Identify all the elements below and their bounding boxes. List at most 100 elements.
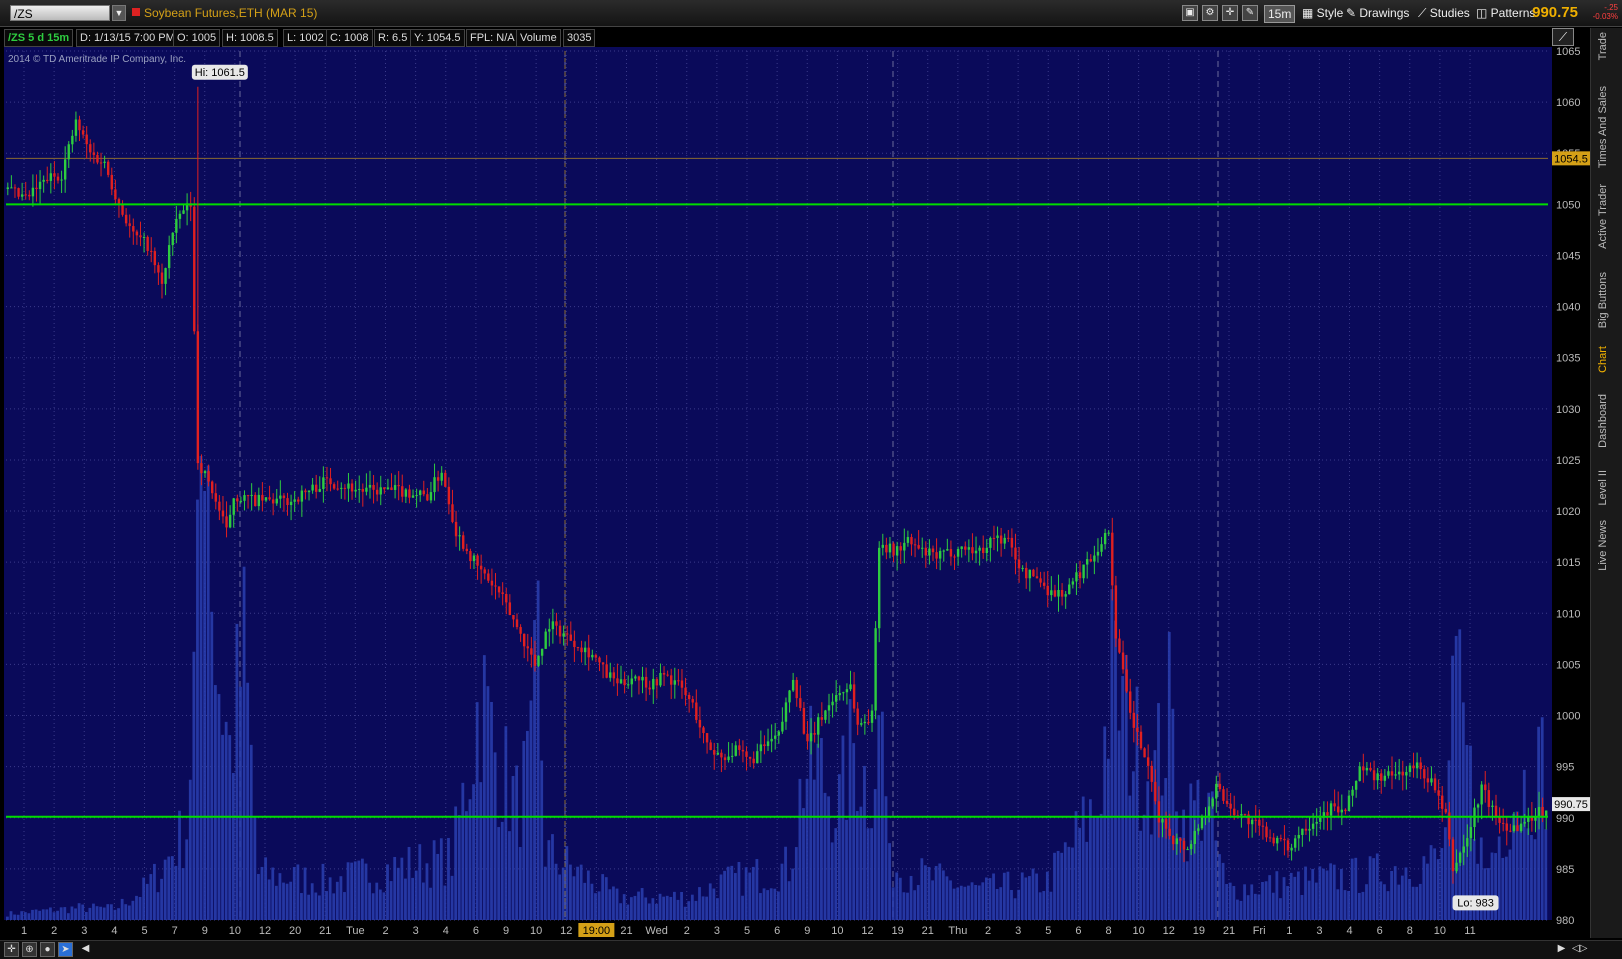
volume-bar: [56, 910, 59, 920]
tab-level-ii[interactable]: Level II: [1597, 470, 1609, 506]
volume-bar: [23, 912, 27, 920]
candle-body: [1311, 823, 1315, 829]
candle-body: [777, 731, 780, 736]
symbol-dropdown-icon[interactable]: ▼: [112, 5, 126, 21]
volume-bar: [418, 844, 422, 920]
tab-live-news[interactable]: Live News: [1597, 520, 1609, 571]
candle-body: [967, 547, 971, 550]
patterns-button[interactable]: ◫ Patterns: [1476, 6, 1536, 20]
volume-bar: [604, 877, 608, 920]
volume-bar: [1533, 839, 1537, 920]
volume-bar: [1253, 893, 1257, 920]
scroll-right-icon[interactable]: ▶: [1557, 943, 1566, 954]
volume-bar: [1264, 881, 1268, 920]
volume-bar: [170, 856, 174, 920]
x-tick-label: Tue: [346, 925, 365, 937]
volume-bar: [891, 887, 895, 920]
volume-bar: [497, 827, 501, 920]
x-tick-label: 5: [744, 925, 750, 937]
x-tick-label: 21: [620, 925, 632, 937]
volume-bar: [665, 895, 669, 920]
candle-body: [56, 176, 60, 181]
tab-big-buttons[interactable]: Big Buttons: [1597, 272, 1609, 329]
expand-icon[interactable]: ◁▷: [1572, 943, 1588, 954]
volume-bar: [1487, 868, 1490, 920]
y-tick-label: 1020: [1556, 506, 1580, 518]
volume-bar: [482, 655, 486, 920]
volume-bar: [1085, 841, 1089, 920]
volume-bar: [1149, 834, 1153, 920]
candle-body: [1089, 559, 1092, 562]
volume-bar: [794, 847, 798, 920]
studies-button[interactable]: ⟋ Studies: [1418, 6, 1470, 20]
tab-active-trader[interactable]: Active Trader: [1597, 184, 1609, 249]
chart-tools-icon[interactable]: ⟋: [1552, 28, 1574, 46]
volume-bar: [927, 866, 931, 920]
volume-bar: [447, 837, 450, 920]
candle-body: [1154, 781, 1157, 802]
candle-body: [236, 498, 239, 502]
volume-bar: [543, 866, 547, 920]
zoom-icon[interactable]: ⊕: [22, 942, 37, 957]
timeframe-button[interactable]: 15m: [1264, 5, 1296, 23]
crosshair-icon[interactable]: ✛: [1222, 5, 1238, 21]
price-chart[interactable]: 1065106010551050104510401035103010251020…: [0, 47, 1590, 940]
candle-body: [874, 628, 877, 711]
volume-bar: [310, 883, 314, 920]
volume-bar: [203, 490, 207, 920]
candle-body: [1096, 551, 1100, 556]
wrench-icon[interactable]: ✎: [1242, 5, 1258, 21]
candle-body: [436, 477, 440, 481]
volume-bar: [368, 882, 371, 920]
tab-chart[interactable]: Chart: [1597, 346, 1609, 373]
volume-bar: [257, 874, 260, 920]
candle-body: [1075, 572, 1078, 582]
volume-bar: [1232, 885, 1236, 920]
volume-bar: [719, 874, 723, 920]
candle-body: [938, 550, 942, 559]
tab-trade[interactable]: Trade: [1597, 32, 1609, 61]
screenshot-icon[interactable]: ▣: [1182, 5, 1198, 21]
candle-body: [13, 187, 17, 189]
x-tick-label: 12: [259, 925, 271, 937]
candle-body: [820, 717, 824, 720]
candle-body: [74, 119, 78, 136]
candle-body: [271, 499, 275, 504]
flag-icon[interactable]: [132, 8, 140, 16]
candle-body: [1494, 805, 1498, 818]
symbol-input[interactable]: /ZS: [10, 5, 110, 21]
candle-body: [774, 735, 777, 739]
volume-bar: [167, 856, 171, 920]
magnifier-icon[interactable]: ●: [40, 942, 55, 957]
volume-bar: [206, 465, 210, 920]
candle-body: [1329, 803, 1333, 816]
pointer-icon[interactable]: ➤: [58, 942, 73, 957]
volume-bar: [784, 846, 787, 920]
volume-bar: [457, 815, 461, 920]
candle-body: [1132, 712, 1136, 728]
volume-bar: [594, 893, 597, 920]
y-tick-label: 1010: [1556, 608, 1580, 620]
scroll-left-icon[interactable]: ◀: [81, 943, 90, 954]
candle-body: [1114, 585, 1118, 639]
settings-icon[interactable]: ⚙: [1202, 5, 1218, 21]
candle-body: [1437, 790, 1440, 796]
style-button[interactable]: ▦ Style: [1302, 6, 1344, 20]
candle-body: [153, 251, 157, 266]
drawings-button[interactable]: ✎ Drawings: [1346, 6, 1410, 20]
volume-bar: [382, 892, 386, 920]
candle-body: [497, 586, 501, 593]
pan-icon[interactable]: ✛: [4, 942, 19, 957]
candle-body: [322, 477, 325, 490]
horizontal-levels[interactable]: [6, 203, 1548, 818]
candle-body: [1025, 567, 1028, 579]
volume-bar: [769, 888, 773, 920]
candle-body: [591, 654, 594, 658]
tab-dashboard[interactable]: Dashboard: [1597, 394, 1609, 448]
volume-bar: [425, 863, 429, 920]
volume-bar: [554, 863, 558, 920]
volume-bar: [156, 892, 160, 920]
candle-body: [892, 543, 895, 556]
volume-bar: [504, 726, 508, 920]
tab-times-and-sales[interactable]: Times And Sales: [1597, 86, 1609, 169]
